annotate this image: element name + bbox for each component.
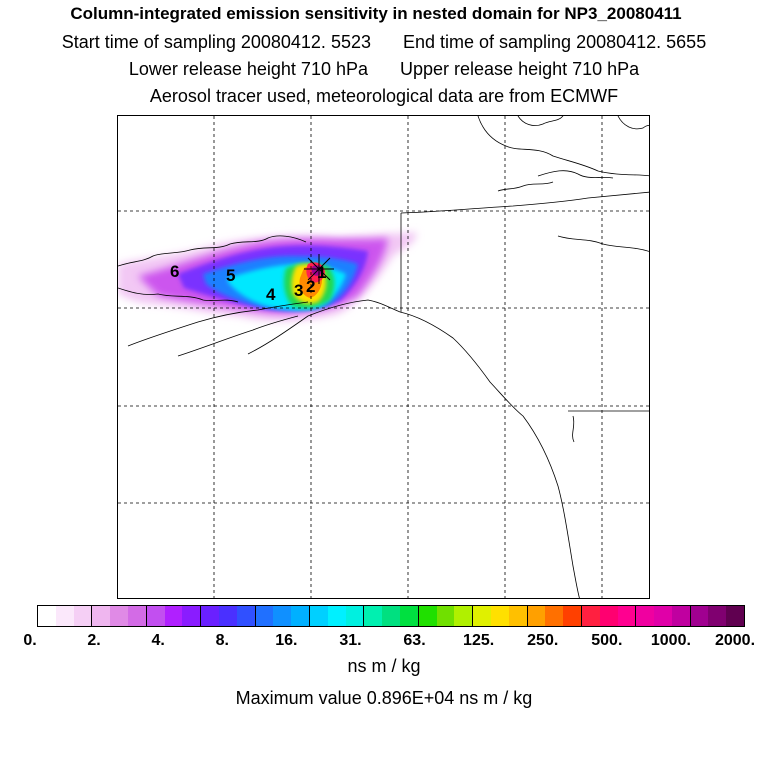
- colorbar-tick-label: 2.: [87, 632, 101, 649]
- colorbar-segment: [654, 606, 672, 626]
- colorbar-segment: [382, 606, 400, 626]
- colorbar-segment: [636, 606, 655, 626]
- colorbar-segment: [110, 606, 128, 626]
- colorbar: [37, 605, 745, 627]
- colorbar-segment: [473, 606, 491, 626]
- release-point-marker: [304, 254, 334, 284]
- colorbar-segment: [563, 606, 582, 626]
- colorbar-segment: [291, 606, 310, 626]
- colorbar-segment: [127, 606, 147, 626]
- colorbar-tick-label: 1000.: [650, 632, 691, 649]
- colorbar-segment: [255, 606, 274, 626]
- colorbar-tick-label: 63.: [403, 632, 426, 649]
- colorbar-tick-label: 250.: [527, 632, 559, 649]
- colorbar-segment: [345, 606, 365, 626]
- map-label-4: 4: [266, 285, 276, 304]
- colorbar-units: ns m / kg: [347, 656, 421, 676]
- colorbar-segment: [236, 606, 256, 626]
- colorbar-segment: [55, 606, 74, 626]
- map-label-2: 2: [306, 277, 315, 296]
- tracer-note: Aerosol tracer used, meteorological data…: [149, 86, 619, 106]
- colorbar-segment: [726, 606, 745, 626]
- colorbar-segment: [690, 606, 709, 626]
- colorbar-segment: [418, 606, 437, 626]
- colorbar-segment: [201, 606, 219, 626]
- colorbar-segment: [164, 606, 183, 626]
- map-label-6: 6: [170, 262, 179, 281]
- colorbar-segment: [545, 606, 564, 626]
- colorbar-tick-label: 31.: [339, 632, 362, 649]
- colorbar-segment: [273, 606, 292, 626]
- colorbar-segment: [490, 606, 509, 626]
- maximum-value: Maximum value 0.896E+04 ns m / kg: [235, 688, 533, 708]
- sampling-times: Start time of sampling 20080412. 5523 End…: [0, 32, 768, 53]
- colorbar-tick-label: 4.: [151, 632, 165, 649]
- colorbar-segment: [146, 606, 165, 626]
- colorbar-segment: [436, 606, 455, 626]
- map-label-3: 3: [294, 281, 303, 300]
- lower-release: Lower release height 710 hPa: [128, 59, 368, 79]
- colorbar-tick-label: 125.: [463, 632, 495, 649]
- colorbar-tick-label: 16.: [275, 632, 298, 649]
- map-labels: 1 2 3 4 5 6: [170, 262, 326, 304]
- colorbar-segment: [38, 606, 56, 626]
- colorbar-segment: [508, 606, 528, 626]
- colorbar-tick-label: 2000.: [714, 632, 756, 649]
- start-sampling: Start time of sampling 20080412. 5523: [61, 32, 371, 52]
- colorbar-segment: [364, 606, 383, 626]
- colorbar-segment: [599, 606, 618, 626]
- colorbar-segment: [708, 606, 727, 626]
- upper-release: Upper release height 710 hPa: [400, 59, 640, 79]
- colorbar-segment: [92, 606, 111, 626]
- end-sampling: End time of sampling 20080412. 5655: [402, 32, 707, 52]
- colorbar-ticks: 0. 2. 4. 8. 16. 31. 63. 125. 250. 500. 1000. 2000.: [0, 632, 768, 652]
- map-label-1: 1: [317, 263, 326, 282]
- graticule: [118, 116, 649, 598]
- colorbar-segment: [671, 606, 691, 626]
- colorbar-segment: [309, 606, 328, 626]
- colorbar-segment: [218, 606, 237, 626]
- colorbar-tick-label: 0.: [23, 632, 37, 649]
- map-svg: 1 2 3 4 5 6: [118, 116, 649, 598]
- release-heights: Lower release height 710 hPa Upper releas…: [0, 59, 768, 80]
- map-label-5: 5: [226, 266, 235, 285]
- colorbar-segment: [73, 606, 93, 626]
- colorbar-segment: [581, 606, 600, 626]
- colorbar-segment: [527, 606, 546, 626]
- colorbar-segment: [617, 606, 637, 626]
- colorbar-segment: [454, 606, 474, 626]
- colorbar-tick-label: 500.: [591, 632, 623, 649]
- plot-title: Column-integrated emission sensitivity i…: [70, 4, 682, 23]
- colorbar-segment: [399, 606, 419, 626]
- map-panel: 1 2 3 4 5 6: [117, 115, 650, 599]
- colorbar-segment: [182, 606, 202, 626]
- colorbar-tick-label: 8.: [215, 632, 229, 649]
- colorbar-segment: [327, 606, 346, 626]
- coastlines: [118, 116, 649, 598]
